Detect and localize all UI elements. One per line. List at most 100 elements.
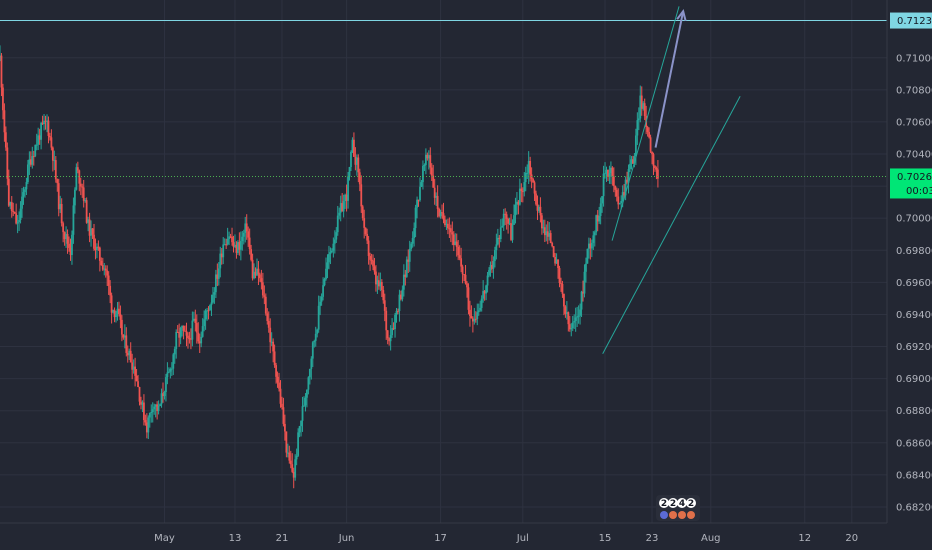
candle-body-up (445, 223, 448, 226)
candle-body-down (101, 265, 104, 270)
candle-body-up (410, 243, 413, 249)
candle-body-down (546, 231, 549, 237)
candle-body-up (339, 203, 342, 213)
candle-body-down (49, 135, 51, 138)
candle-body-down (589, 243, 592, 249)
time-tick-label: May (154, 533, 175, 544)
candle-body-up (629, 163, 631, 170)
candle-body-up (473, 318, 476, 322)
candle-body-down (143, 402, 145, 421)
candle-body-up (306, 389, 308, 398)
candle-body-down (536, 204, 539, 211)
candle-body-up (203, 319, 206, 327)
candle-body-down (433, 187, 436, 198)
candle-body-up (485, 285, 487, 294)
candle-body-up (555, 259, 558, 264)
candle-body-up (37, 135, 40, 145)
candle-body-up (548, 233, 551, 237)
candle-body-up (173, 348, 176, 355)
candle-body-up (314, 333, 317, 341)
candle-body-down (366, 233, 369, 241)
candle-body-up (317, 305, 320, 330)
candle-body-up (476, 312, 479, 320)
candle-body-down (259, 274, 261, 279)
time-tick-label: 15 (599, 533, 612, 544)
candle-body-down (504, 213, 507, 215)
candle-body-up (602, 173, 605, 197)
candle-body-down (357, 157, 360, 173)
time-tick-label: Aug (701, 533, 721, 544)
candle-body-down (363, 218, 366, 228)
candle-body-up (479, 307, 482, 311)
candle-body-down (220, 253, 223, 258)
candle-body-up (605, 169, 608, 174)
candle-body-down (451, 232, 454, 235)
candle-body-up (454, 241, 457, 245)
candle-body-up (576, 316, 579, 318)
candle-body-down (466, 283, 468, 288)
projection-arrow-head (676, 8, 687, 22)
candle-body-up (344, 194, 347, 202)
candle-body-up (300, 420, 302, 427)
candle-body-down (535, 193, 537, 205)
candle-body-up (323, 279, 326, 286)
candle-body-up (53, 160, 56, 162)
drawing-overlays[interactable] (0, 6, 887, 354)
candle-body-down (194, 318, 197, 324)
candlestick-series[interactable] (0, 45, 659, 489)
candle-body-up (330, 250, 333, 253)
event-icon-flag (678, 511, 686, 519)
candle-body-down (7, 178, 10, 206)
candle-body-down (76, 167, 79, 171)
candle-body-down (56, 179, 59, 184)
candle-body-up (43, 120, 45, 125)
candle-body-up (516, 201, 518, 205)
candle-body-down (248, 237, 251, 250)
candle-body-up (488, 270, 490, 276)
candle-body-up (608, 173, 611, 177)
candle-body-up (16, 222, 19, 224)
candle-body-up (636, 120, 639, 136)
candle-body-down (441, 212, 443, 214)
candle-body-down (529, 161, 532, 175)
candle-body-up (87, 219, 90, 223)
event-count-label: 2 (688, 499, 694, 509)
candle-body-down (449, 228, 452, 233)
candle-body-up (46, 120, 48, 122)
candle-body-down (120, 319, 123, 335)
candle-body-down (452, 234, 455, 245)
candle-body-up (192, 318, 195, 321)
candle-body-down (404, 274, 407, 277)
candle-body-up (212, 294, 214, 303)
candle-body-down (382, 290, 385, 301)
candle-body-down (62, 223, 65, 233)
candle-body-down (145, 422, 148, 433)
candle-body-down (345, 194, 348, 201)
candle-body-down (100, 260, 103, 266)
candle-body-up (90, 228, 92, 236)
candle-body-down (138, 387, 141, 402)
candle-body-up (416, 199, 418, 208)
candle-body-up (319, 301, 322, 306)
bar-countdown-label: 00:03 (906, 186, 932, 197)
candle-body-down (455, 241, 458, 247)
candle-body-up (419, 186, 421, 201)
candle-body-up (420, 182, 423, 187)
time-axis[interactable]: May 13 21 Jun 17 Jul 15 23 Aug 12 20 (154, 533, 858, 544)
candle-body-up (310, 358, 313, 369)
time-tick-label: 20 (845, 533, 858, 544)
candle-body-up (630, 159, 633, 164)
candle-body-up (96, 246, 98, 250)
candle-body-up (223, 244, 226, 246)
candle-body-down (397, 310, 399, 312)
candle-body-down (162, 393, 164, 397)
candle-body-down (457, 246, 460, 256)
event-count-label: 2 (661, 499, 667, 509)
candle-body-down (135, 375, 138, 382)
